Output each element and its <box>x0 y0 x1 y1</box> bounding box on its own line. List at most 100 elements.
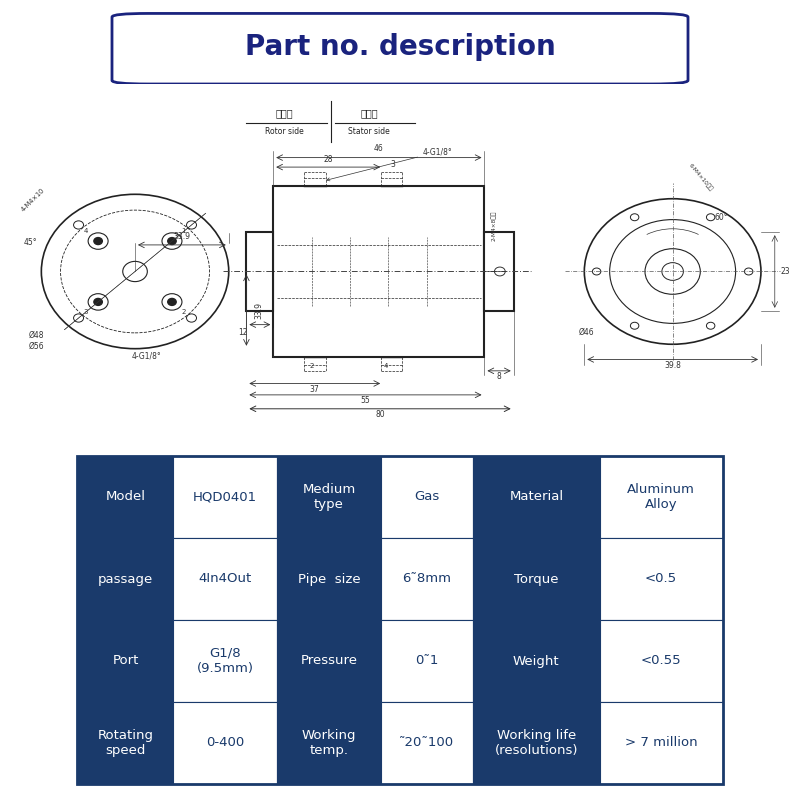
Bar <box>274 186 485 357</box>
Text: Torque: Torque <box>514 573 558 586</box>
Circle shape <box>186 221 197 229</box>
Text: 4: 4 <box>384 363 388 370</box>
Text: 33.9: 33.9 <box>174 231 190 241</box>
Bar <box>174 456 277 538</box>
Text: passage: passage <box>98 573 153 586</box>
Bar <box>600 456 722 538</box>
Bar <box>381 456 473 538</box>
Bar <box>473 620 600 702</box>
Text: Ø56: Ø56 <box>29 342 45 350</box>
Circle shape <box>88 294 108 310</box>
Bar <box>246 232 274 310</box>
Text: 23: 23 <box>781 267 790 276</box>
Bar <box>600 538 722 620</box>
Bar <box>78 456 722 784</box>
Text: 55: 55 <box>361 396 370 405</box>
Circle shape <box>162 233 182 250</box>
Circle shape <box>630 214 639 221</box>
Circle shape <box>162 294 182 310</box>
Bar <box>78 456 174 538</box>
Text: Gas: Gas <box>414 490 439 503</box>
Text: 33.9: 33.9 <box>254 302 263 318</box>
Text: 2-M4×8孔位: 2-M4×8孔位 <box>490 210 496 241</box>
Text: Weight: Weight <box>513 654 560 667</box>
Circle shape <box>706 214 715 221</box>
Text: 4In4Out: 4In4Out <box>198 573 252 586</box>
Bar <box>600 620 722 702</box>
Text: Rotor side: Rotor side <box>266 126 304 135</box>
Text: 0˜1: 0˜1 <box>415 654 438 667</box>
Text: 6˜8mm: 6˜8mm <box>402 573 451 586</box>
Text: 3: 3 <box>390 160 396 169</box>
Text: Working life
(resolutions): Working life (resolutions) <box>494 729 578 757</box>
Circle shape <box>706 322 715 330</box>
Text: Ø46: Ø46 <box>578 328 594 337</box>
Bar <box>381 702 473 784</box>
Text: 2: 2 <box>182 309 186 314</box>
Circle shape <box>745 268 753 275</box>
Text: Medium
type: Medium type <box>302 483 355 511</box>
Text: Pipe  size: Pipe size <box>298 573 360 586</box>
Text: Working
temp.: Working temp. <box>302 729 356 757</box>
Text: 转子端: 转子端 <box>276 108 294 118</box>
Circle shape <box>94 298 102 306</box>
Bar <box>78 702 174 784</box>
Bar <box>485 232 514 310</box>
Text: 4: 4 <box>84 228 88 234</box>
Text: 12: 12 <box>238 328 247 337</box>
Bar <box>277 456 381 538</box>
Text: 8: 8 <box>497 372 502 381</box>
Text: <0.55: <0.55 <box>641 654 682 667</box>
Circle shape <box>592 268 601 275</box>
Bar <box>174 702 277 784</box>
Text: 45°: 45° <box>24 238 38 247</box>
Bar <box>174 620 277 702</box>
Text: Part no. description: Part no. description <box>245 33 555 61</box>
Text: > 7 million: > 7 million <box>625 737 698 750</box>
Text: <0.5: <0.5 <box>645 573 677 586</box>
Bar <box>78 538 174 620</box>
Circle shape <box>88 233 108 250</box>
Text: 37: 37 <box>310 385 320 394</box>
Text: 0-400: 0-400 <box>206 737 245 750</box>
Circle shape <box>186 314 197 322</box>
Text: Port: Port <box>112 654 138 667</box>
Bar <box>381 538 473 620</box>
Bar <box>277 620 381 702</box>
Circle shape <box>168 238 176 245</box>
Text: Stator side: Stator side <box>349 126 390 135</box>
Text: HQD0401: HQD0401 <box>194 490 258 503</box>
Bar <box>600 702 722 784</box>
Circle shape <box>94 238 102 245</box>
Text: Material: Material <box>510 490 563 503</box>
Text: 3: 3 <box>84 309 89 314</box>
Text: 1: 1 <box>182 228 186 234</box>
Text: Ø48: Ø48 <box>29 331 45 340</box>
Text: 39.8: 39.8 <box>664 361 681 370</box>
Text: G1/8
(9.5mm): G1/8 (9.5mm) <box>197 647 254 675</box>
Text: Rotating
speed: Rotating speed <box>98 729 154 757</box>
Text: 2: 2 <box>310 363 314 370</box>
FancyBboxPatch shape <box>8 82 792 442</box>
Bar <box>174 538 277 620</box>
Bar <box>473 456 600 538</box>
Text: 定子端: 定子端 <box>361 108 378 118</box>
Circle shape <box>630 322 639 330</box>
Text: 4-G1/8°: 4-G1/8° <box>132 352 162 361</box>
Text: 6-M4×10孔位: 6-M4×10孔位 <box>688 162 714 191</box>
Text: Pressure: Pressure <box>301 654 358 667</box>
Text: 60°: 60° <box>715 213 729 222</box>
Circle shape <box>168 298 176 306</box>
Bar <box>277 538 381 620</box>
Bar <box>78 620 174 702</box>
FancyBboxPatch shape <box>112 14 688 84</box>
Bar <box>277 702 381 784</box>
Text: Aluminum
Alloy: Aluminum Alloy <box>627 483 695 511</box>
Text: ˜20˜100: ˜20˜100 <box>399 737 454 750</box>
Text: 4-G1/8°: 4-G1/8° <box>326 147 453 181</box>
Bar <box>473 702 600 784</box>
Text: 28: 28 <box>323 155 333 164</box>
Text: 80: 80 <box>375 410 385 419</box>
Bar <box>381 620 473 702</box>
Text: 46: 46 <box>374 144 384 154</box>
